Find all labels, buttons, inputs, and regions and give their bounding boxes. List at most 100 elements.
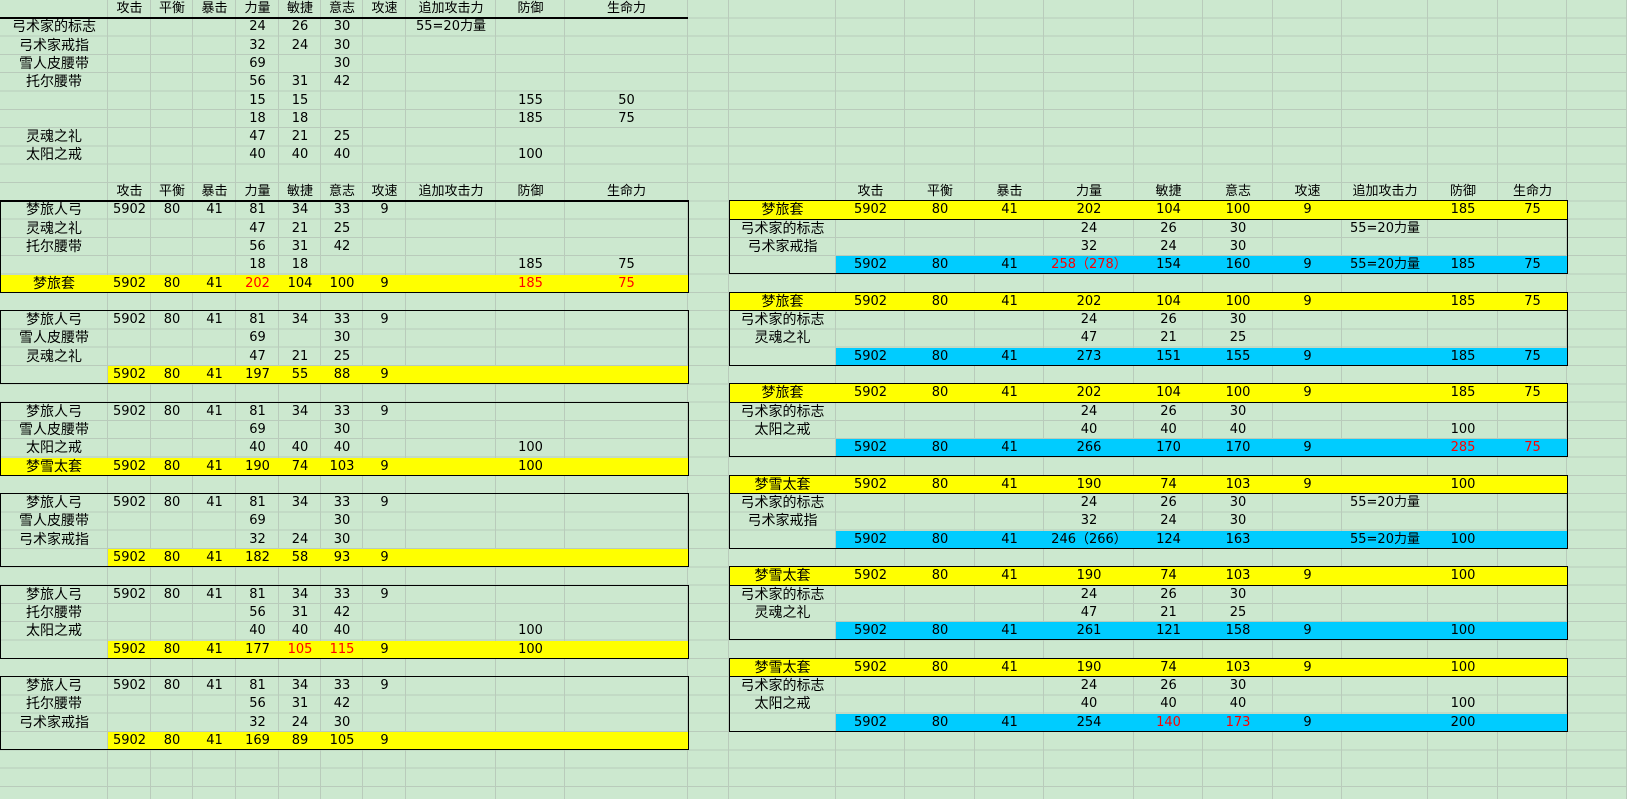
item-name[interactable]: 梦旅人弓: [26, 586, 82, 603]
stat-cell[interactable]: 33: [333, 403, 351, 419]
stat-cell[interactable]: 103: [1225, 476, 1251, 492]
item-name[interactable]: 弓术家的标志: [12, 19, 96, 36]
stat-cell[interactable]: 47: [249, 220, 266, 236]
stat-cell[interactable]: 34: [291, 312, 309, 328]
stat-cell[interactable]: 177: [245, 641, 270, 657]
stat-cell[interactable]: 50: [618, 92, 635, 108]
stat-cell[interactable]: 41: [206, 641, 223, 657]
stat-cell[interactable]: 41: [206, 202, 223, 218]
stat-cell[interactable]: 9: [1303, 623, 1312, 639]
item-name[interactable]: 弓术家的标志: [740, 495, 825, 512]
stat-cell[interactable]: 80: [931, 714, 949, 730]
stat-cell[interactable]: 9: [1303, 202, 1312, 218]
stat-cell[interactable]: 21: [1160, 330, 1177, 346]
stat-cell[interactable]: 9: [380, 641, 389, 657]
stat-cell[interactable]: 169: [245, 733, 270, 748]
stat-cell[interactable]: 100: [518, 641, 543, 657]
column-header[interactable]: 平衡: [926, 184, 953, 199]
stat-cell[interactable]: 55=20力量: [1350, 220, 1420, 236]
item-name[interactable]: 托尔腰带: [26, 74, 82, 91]
stat-cell[interactable]: 41: [1001, 440, 1018, 456]
stat-cell[interactable]: 41: [1001, 385, 1018, 401]
item-name[interactable]: 弓术家的标志: [740, 312, 825, 329]
item-name[interactable]: 梦旅人弓: [26, 495, 82, 512]
stat-cell[interactable]: 41: [206, 403, 223, 419]
stat-cell[interactable]: 26: [1160, 403, 1177, 419]
stat-cell[interactable]: 26: [1160, 586, 1177, 602]
stat-cell[interactable]: 25: [1229, 330, 1247, 346]
stat-cell[interactable]: 33: [333, 678, 351, 694]
stat-cell[interactable]: 100: [518, 147, 543, 163]
stat-cell[interactable]: 69: [249, 513, 266, 529]
item-name[interactable]: 灵魂之礼: [26, 348, 82, 365]
stat-cell[interactable]: 80: [163, 550, 181, 565]
stat-cell[interactable]: 34: [291, 586, 309, 602]
column-header[interactable]: 生命力: [1512, 184, 1552, 199]
stat-cell[interactable]: 41: [206, 367, 223, 382]
column-header[interactable]: 攻速: [1294, 184, 1321, 199]
stat-cell[interactable]: 103: [329, 458, 355, 474]
stat-cell[interactable]: 40: [1080, 421, 1098, 437]
stat-cell[interactable]: 18: [291, 257, 309, 273]
item-name[interactable]: 太阳之戒: [26, 623, 82, 640]
stat-cell[interactable]: 26: [1160, 678, 1177, 694]
column-header[interactable]: 攻击: [857, 184, 884, 199]
stat-cell[interactable]: 81: [249, 586, 266, 602]
stat-cell[interactable]: 75: [1524, 440, 1541, 456]
stat-cell[interactable]: 163: [1225, 531, 1251, 547]
stat-cell[interactable]: 41: [206, 312, 223, 328]
stat-cell[interactable]: 41: [206, 458, 223, 474]
column-header[interactable]: 意志: [328, 184, 355, 199]
stat-cell[interactable]: 41: [1001, 476, 1018, 492]
stat-cell[interactable]: 24: [1080, 495, 1098, 511]
stat-cell[interactable]: 69: [249, 330, 266, 346]
stat-cell[interactable]: 80: [163, 586, 181, 602]
stat-cell[interactable]: 32: [249, 531, 266, 547]
stat-cell[interactable]: 24: [1160, 238, 1177, 254]
column-header[interactable]: 力量: [244, 1, 271, 16]
stat-cell[interactable]: 56: [249, 238, 266, 254]
item-name[interactable]: 托尔腰带: [26, 238, 82, 255]
set-name[interactable]: 梦旅套: [761, 385, 804, 402]
column-header[interactable]: 平衡: [158, 184, 185, 199]
stat-cell[interactable]: 185: [1450, 202, 1476, 218]
item-name[interactable]: 梦旅人弓: [26, 678, 82, 695]
stat-cell[interactable]: 5902: [112, 586, 147, 602]
stat-cell[interactable]: 24: [1080, 586, 1098, 602]
stat-cell[interactable]: 40: [1160, 421, 1177, 437]
stat-cell[interactable]: 100: [1225, 293, 1251, 309]
stat-cell[interactable]: 41: [206, 733, 223, 748]
stat-cell[interactable]: 5902: [112, 403, 147, 419]
stat-cell[interactable]: 40: [333, 440, 351, 456]
stat-cell[interactable]: 55=20力量: [1350, 495, 1420, 511]
item-name[interactable]: 弓术家的标志: [740, 220, 825, 237]
stat-cell[interactable]: 190: [1076, 476, 1102, 492]
stat-cell[interactable]: 80: [931, 531, 949, 547]
item-name[interactable]: 弓术家的标志: [740, 403, 825, 420]
stat-cell[interactable]: 40: [1229, 696, 1247, 712]
stat-cell[interactable]: 56: [249, 74, 266, 90]
stat-cell[interactable]: 41: [1001, 568, 1018, 584]
stat-cell[interactable]: 41: [1001, 659, 1018, 675]
stat-cell[interactable]: 40: [291, 440, 309, 456]
stat-cell[interactable]: 266: [1076, 440, 1102, 456]
stat-cell[interactable]: 21: [291, 348, 309, 364]
stat-cell[interactable]: 104: [1156, 293, 1181, 309]
stat-cell[interactable]: 9: [1303, 293, 1312, 309]
stat-cell[interactable]: 88: [333, 367, 351, 382]
stat-cell[interactable]: 5902: [112, 678, 147, 694]
column-header[interactable]: 防御: [517, 1, 544, 16]
set-name[interactable]: 梦旅套: [33, 275, 75, 292]
stat-cell[interactable]: 32: [249, 37, 266, 53]
stat-cell[interactable]: 190: [1076, 659, 1102, 675]
stat-cell[interactable]: 185: [1450, 293, 1476, 309]
stat-cell[interactable]: 40: [1229, 421, 1247, 437]
stat-cell[interactable]: 41: [206, 495, 223, 511]
stat-cell[interactable]: 75: [1524, 293, 1541, 309]
stat-cell[interactable]: 30: [1229, 403, 1247, 419]
set-name[interactable]: 梦雪太套: [754, 659, 811, 676]
stat-cell[interactable]: 5902: [112, 312, 147, 328]
item-name[interactable]: 太阳之戒: [26, 147, 82, 164]
stat-cell[interactable]: 80: [163, 733, 181, 748]
stat-cell[interactable]: 80: [931, 568, 949, 584]
